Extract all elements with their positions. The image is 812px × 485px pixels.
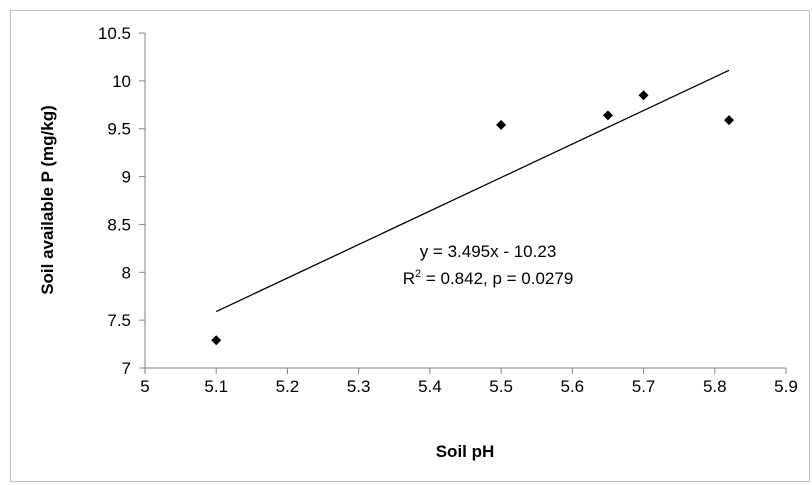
- y-tick-label: 9: [122, 168, 131, 187]
- y-tick-label: 10: [112, 72, 131, 91]
- x-tick-label: 5.7: [632, 377, 656, 396]
- y-axis-title: Soil available P (mg/kg): [38, 105, 57, 295]
- data-point: [496, 119, 507, 130]
- regression-equation: y = 3.495x - 10.23: [420, 242, 557, 261]
- data-point: [638, 90, 649, 101]
- trendline: [215, 69, 730, 313]
- x-tick-label: 5.2: [276, 377, 300, 396]
- x-tick-label: 5.9: [774, 377, 798, 396]
- y-tick-label: 9.5: [107, 120, 131, 139]
- x-axis-title: Soil pH: [436, 442, 495, 461]
- y-tick-label: 7.5: [107, 311, 131, 330]
- data-points: [211, 90, 735, 346]
- x-tick-label: 5.4: [418, 377, 442, 396]
- x-axis-ticks: 5 5.1 5.2 5.3 5.4 5.5 5.6 5.7 5.8 5.9: [140, 368, 798, 396]
- data-point: [211, 335, 222, 346]
- r-squared-annotation: R2 = 0.842, p = 0.0279: [403, 268, 574, 288]
- x-tick-label: 5.1: [204, 377, 228, 396]
- chart-area: [10, 10, 810, 482]
- y-tick-label: 7: [122, 359, 131, 378]
- y-tick-label: 8.5: [107, 215, 131, 234]
- y-axis-ticks: 7 7.5 8 8.5 9 9.5 10 10.5: [98, 24, 145, 378]
- x-tick-label: 5.5: [489, 377, 513, 396]
- x-tick-label: 5.3: [347, 377, 371, 396]
- x-tick-label: 5.6: [561, 377, 585, 396]
- y-tick-label: 10.5: [98, 24, 131, 43]
- x-tick-label: 5.8: [703, 377, 727, 396]
- r-squared-superscript: 2: [415, 268, 421, 280]
- data-point: [724, 115, 735, 126]
- r-squared-suffix: = 0.842, p = 0.0279: [421, 269, 573, 288]
- r-squared-prefix: R: [403, 269, 415, 288]
- x-tick-label: 5: [140, 377, 149, 396]
- trendline-group: [215, 69, 730, 313]
- y-tick-label: 8: [122, 263, 131, 282]
- data-point: [602, 110, 613, 121]
